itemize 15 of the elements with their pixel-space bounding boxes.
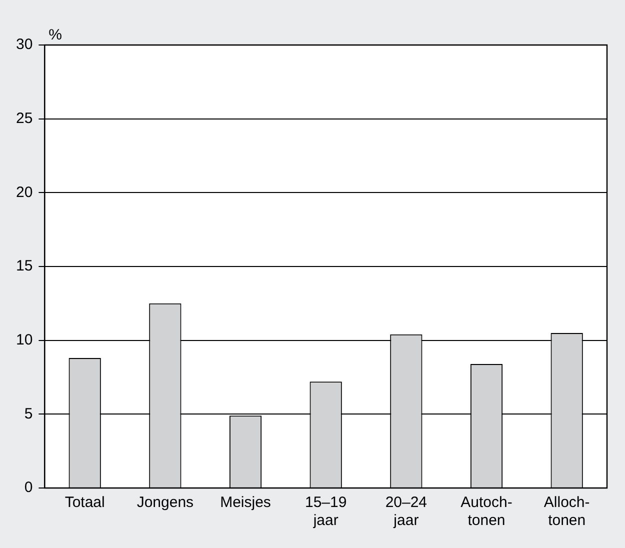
y-tick-label: 0: [24, 479, 33, 496]
x-tick-label: 15–19 jaar: [304, 494, 347, 530]
x-tick-label: Jongens: [136, 494, 194, 512]
y-axis-title: %: [48, 26, 62, 44]
x-tick-label: 20–24 jaar: [385, 494, 428, 530]
y-tick-label: 30: [16, 36, 33, 54]
y-tick-label: 25: [16, 110, 33, 127]
y-tick-label: 10: [16, 331, 33, 348]
x-tick-label: Totaal: [64, 494, 105, 512]
x-tick-label: Alloch- tonen: [544, 494, 590, 530]
y-tick-label: 20: [16, 184, 33, 201]
x-tick-label: Meisjes: [220, 494, 271, 512]
y-tick-label: 15: [16, 258, 33, 275]
y-tick-label: 5: [24, 405, 33, 422]
x-tick-label: Autoch- tonen: [460, 494, 512, 530]
